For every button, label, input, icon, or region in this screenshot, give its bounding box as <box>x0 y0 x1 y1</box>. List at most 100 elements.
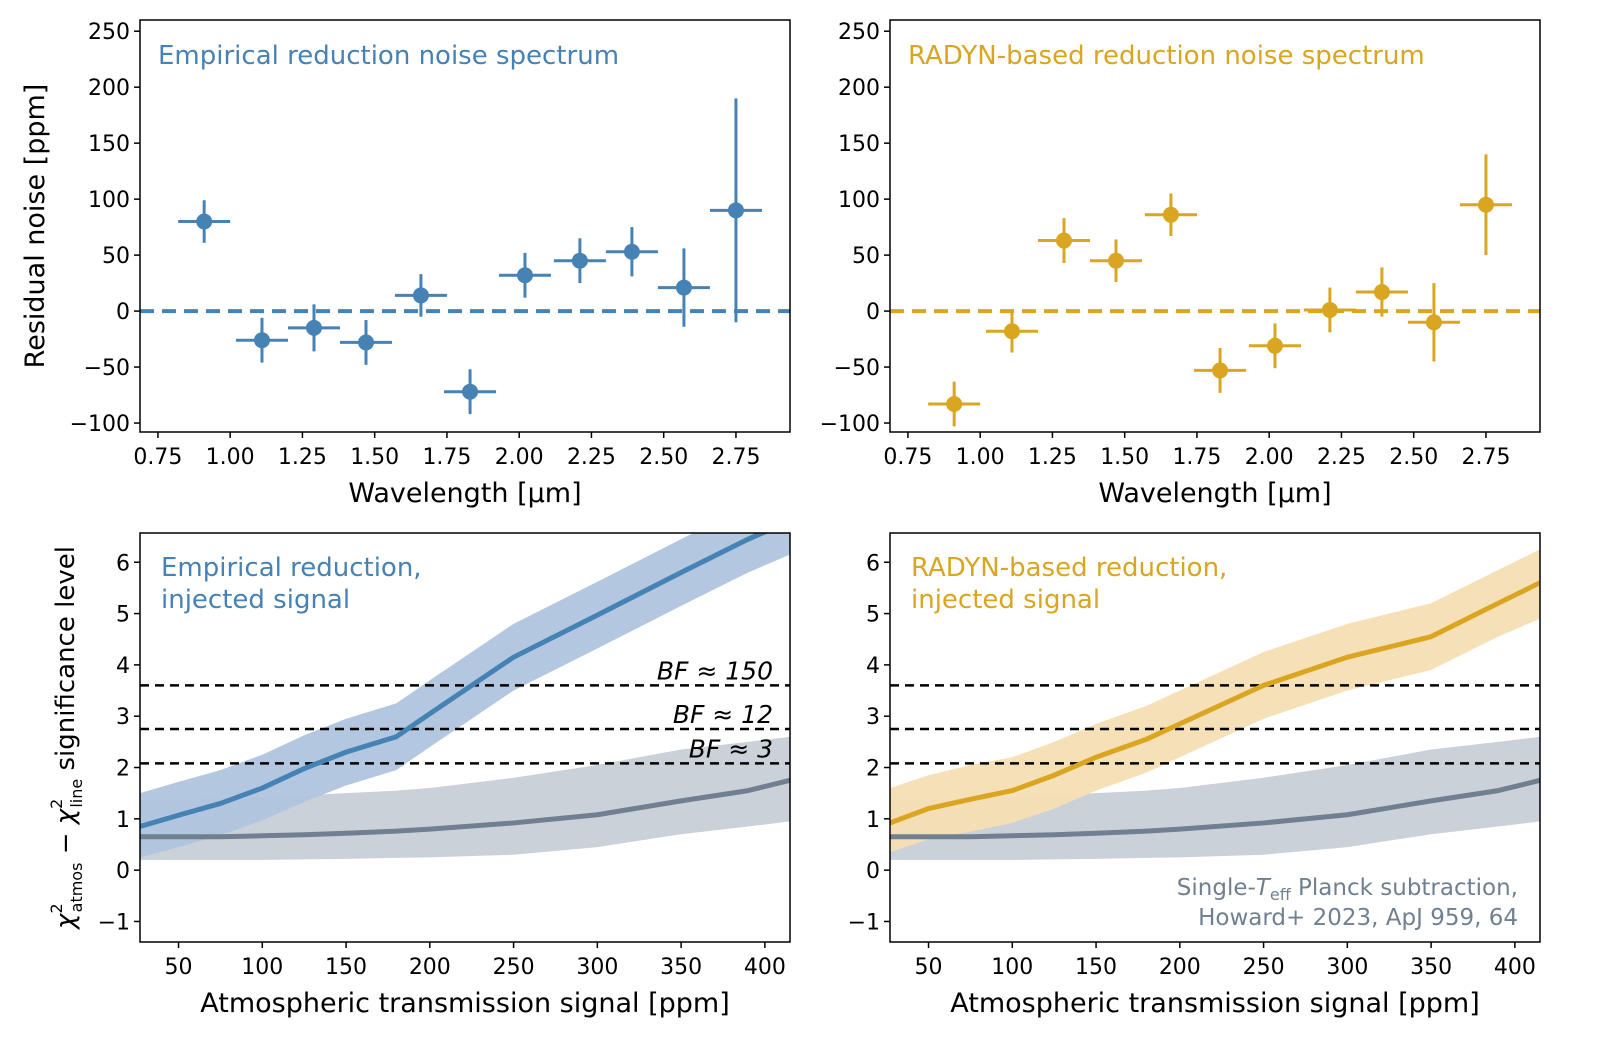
y-axis-label-part: line <box>67 779 86 808</box>
y-tick-label: −100 <box>820 412 880 437</box>
plot-area <box>140 98 790 415</box>
point-marker <box>571 252 588 269</box>
x-tick-label: 200 <box>1159 955 1201 980</box>
y-tick-label: 2 <box>116 757 130 782</box>
y-tick-label: 1 <box>866 808 880 833</box>
reference-annotation-part: Planck subtraction, <box>1291 875 1518 901</box>
panel-annotation: RADYN-based reduction noise spectrum <box>908 41 1425 71</box>
panel-top-right: 0.75 1.00 1.25 1.50 1.75 2.00 2.25 2.50 2.75 −100… <box>820 19 1541 509</box>
point-marker <box>462 383 479 400</box>
point-marker <box>1162 206 1179 223</box>
point-marker <box>1212 362 1229 379</box>
y-tick-label: 250 <box>88 20 130 45</box>
planck-series-line <box>890 777 1540 840</box>
x-tick-label: 1.75 <box>422 445 471 470</box>
x-tick-label: 150 <box>1075 955 1117 980</box>
y-tick-label: 50 <box>102 244 130 269</box>
y-tick-label: 4 <box>116 654 130 679</box>
data-point <box>178 200 231 243</box>
point-marker <box>196 213 213 230</box>
y-tick-label: −100 <box>70 412 130 437</box>
y-tick-label: 200 <box>88 76 130 101</box>
reference-annotation: Single-Teff Planck subtraction, <box>1177 875 1518 904</box>
y-tick-label: 3 <box>116 705 130 730</box>
axes-frame <box>139 19 791 433</box>
axes-frame <box>889 532 1541 943</box>
plot-area <box>890 549 1540 860</box>
y-tick-label: 50 <box>852 244 880 269</box>
y-tick-label: 100 <box>838 188 880 213</box>
point-marker <box>727 202 744 219</box>
point-marker <box>516 267 533 284</box>
y-axis-label-part: significance level <box>51 546 81 779</box>
y-tick-label: 250 <box>838 20 880 45</box>
x-tick-label: 250 <box>1243 955 1285 980</box>
y-tick-label: 0 <box>866 300 880 325</box>
y-axis-label-part: 2 <box>47 903 66 913</box>
data-point <box>498 252 551 298</box>
plot-area <box>140 533 790 860</box>
x-tick-label: 350 <box>1410 955 1452 980</box>
data-point <box>1355 267 1408 317</box>
x-tick-label: 2.50 <box>639 445 688 470</box>
x-tick-label: 1.50 <box>1100 445 1149 470</box>
x-tick-label: 1.25 <box>1028 445 1077 470</box>
y-tick-label: 1 <box>116 808 130 833</box>
x-tick-label: 0.75 <box>133 445 182 470</box>
y-tick-label: 2 <box>866 757 880 782</box>
x-tick-label: 2.75 <box>1461 445 1510 470</box>
point-marker <box>358 334 375 351</box>
plot-area <box>890 154 1540 427</box>
y-tick-label: 100 <box>88 188 130 213</box>
point-marker <box>412 287 429 304</box>
y-axis-label: Residual noise [ppm] <box>20 84 51 369</box>
x-tick-label: 2.00 <box>495 445 544 470</box>
reference-annotation-part: T <box>1256 875 1272 901</box>
axes-frame <box>889 19 1541 433</box>
reference-annotation-part: eff <box>1270 885 1292 904</box>
x-tick-label: 400 <box>1494 955 1536 980</box>
planck-confidence-band <box>890 736 1540 860</box>
data-point <box>553 238 606 284</box>
point-marker <box>1425 314 1442 331</box>
x-axis-label: Wavelength [μm] <box>348 478 581 509</box>
radyn-series-line <box>890 580 1540 826</box>
x-tick-label: 200 <box>409 955 451 980</box>
data-point <box>1144 193 1197 237</box>
x-tick-label: 50 <box>915 955 943 980</box>
y-tick-label: 150 <box>838 132 880 157</box>
point-marker <box>305 319 322 336</box>
threshold-label: BF ≈ 150 <box>657 656 773 685</box>
data-point <box>444 369 497 415</box>
x-tick-label: 2.75 <box>711 445 760 470</box>
panel-annotation: Empirical reduction, <box>161 553 422 583</box>
axes-frame <box>139 532 791 943</box>
data-point <box>235 317 288 363</box>
threshold-label: BF ≈ 3 <box>689 734 773 763</box>
y-axis-label-part: χ <box>51 807 81 826</box>
x-tick-label: 250 <box>493 955 535 980</box>
y-tick-label: −50 <box>84 356 130 381</box>
point-marker <box>675 279 692 296</box>
y-tick-label: 4 <box>866 654 880 679</box>
y-tick-label: −1 <box>848 910 880 935</box>
x-tick-label: 300 <box>1326 955 1368 980</box>
x-tick-label: 1.00 <box>956 445 1005 470</box>
empirical-series-line <box>140 533 769 829</box>
threshold-label: BF ≈ 12 <box>673 700 773 729</box>
x-tick-label: 2.25 <box>567 445 616 470</box>
x-tick-label: 100 <box>241 955 283 980</box>
data-point <box>1037 218 1090 263</box>
point-marker <box>1321 301 1338 318</box>
panel-annotation: Empirical reduction noise spectrum <box>158 41 619 71</box>
x-tick-label: 100 <box>991 955 1033 980</box>
data-point <box>394 274 447 317</box>
reference-citation: Howard+ 2023, ApJ 959, 64 <box>1198 905 1518 931</box>
panel-annotation: RADYN-based reduction, <box>911 553 1227 583</box>
data-point <box>928 381 981 427</box>
x-tick-label: 300 <box>576 955 618 980</box>
data-point <box>605 227 658 277</box>
panel-annotation: injected signal <box>911 585 1100 615</box>
point-marker <box>1373 284 1390 301</box>
